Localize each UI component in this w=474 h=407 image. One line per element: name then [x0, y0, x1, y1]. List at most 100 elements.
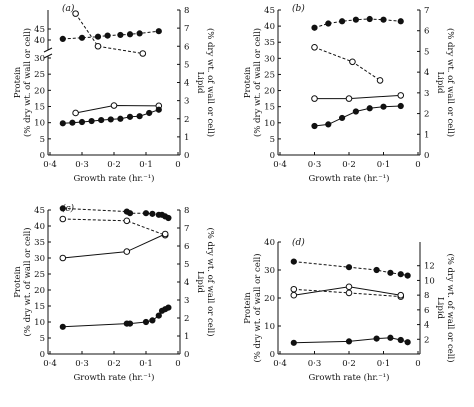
left-tick-label: 40 [264, 238, 275, 248]
right-tick-label: 4 [184, 278, 189, 288]
left-tick-label: 10 [34, 119, 45, 129]
right-tick-label: 10 [424, 276, 435, 286]
series-4-point [311, 122, 318, 130]
series-4-point [78, 118, 86, 126]
left-tick-label: 5 [40, 135, 45, 145]
left-tick-label: 20 [34, 286, 45, 296]
right-tick-label: 6 [184, 42, 189, 52]
right-tick-label: 7 [184, 24, 189, 34]
x-tick-label: 0·4 [43, 359, 57, 369]
x-tick-label: 0·2 [107, 160, 121, 170]
x-tick-label: 0·2 [342, 359, 356, 369]
right-axis-label-line2: (% dry wt. of wall or cell) [205, 28, 216, 137]
left-axis-label-line1: Protein [13, 66, 23, 98]
right-tick-label: 5 [424, 47, 429, 57]
right-tick-label: 7 [424, 6, 429, 16]
x-tick-label: 0·3 [308, 160, 322, 170]
right-tick-label: 3 [424, 89, 429, 99]
series-4-point [290, 339, 297, 346]
x-tick-label: 0·2 [107, 359, 121, 369]
right-tick-label: 8 [424, 291, 429, 301]
right-tick-label: 0 [184, 151, 189, 161]
series-4-point [146, 109, 153, 117]
series-2-point [72, 10, 79, 17]
series-1-point [352, 16, 359, 23]
right-tick-label: 0 [184, 350, 189, 360]
right-tick-label: 8 [184, 6, 189, 16]
left-tick-label: 15 [34, 302, 45, 312]
x-axis-label: Growth rate (hr.⁻¹) [309, 372, 390, 383]
left-axis-label-line1: Protein [13, 266, 23, 298]
right-tick-label: 4 [184, 79, 189, 89]
series-2-point [123, 217, 131, 225]
series-2-point [290, 285, 298, 293]
left-tick-label: 0 [270, 350, 275, 360]
series-2-point [59, 215, 67, 223]
right-tick-label: 2 [184, 115, 189, 125]
left-tick-label: 30 [264, 54, 275, 64]
left-tick-label: 5 [270, 135, 275, 145]
series-4-point [345, 338, 353, 345]
panel-d: 0 10 20 30 40 2 4 6 8 10 12 0·4 0·3 0·2 0·1 0 Growth rat… [243, 237, 456, 383]
series-3-point [290, 291, 298, 299]
right-axis-label-line1: Lipid [195, 72, 205, 95]
right-tick-label: 0 [424, 151, 429, 161]
series-1-point [94, 33, 102, 40]
x-tick-label: 0·3 [75, 160, 89, 170]
series-2-point [345, 289, 353, 297]
series-1-point [311, 24, 318, 31]
left-tick-label: 40 [264, 22, 275, 32]
left-tick-label: 35 [34, 238, 45, 248]
series-1-point [126, 210, 134, 217]
series-1-point [126, 31, 134, 38]
series-3-point [123, 248, 131, 255]
series-4-point [69, 119, 76, 126]
axis-break-mark [43, 47, 53, 59]
series-1-point [142, 210, 150, 217]
series-line-4 [62, 307, 169, 328]
x-tick-label: 0 [175, 359, 180, 369]
right-tick-label: 1 [184, 332, 189, 342]
x-axis-label: Growth rate (hr.⁻¹) [309, 173, 390, 184]
right-tick-label: 2 [424, 110, 429, 120]
right-axis-label-line1: Lipid [195, 271, 205, 294]
series-3-point [345, 283, 353, 291]
series-3-point [161, 230, 169, 238]
x-tick-label: 0 [415, 359, 420, 369]
left-tick-label: 20 [264, 294, 275, 304]
series-4-point [404, 339, 411, 346]
series-1-point [366, 15, 373, 23]
series-line-2 [314, 46, 381, 81]
series-4-point [126, 320, 134, 327]
series-2-point [139, 50, 147, 57]
left-tick-label: 25 [264, 70, 275, 80]
series-1-point [325, 20, 332, 27]
series-1-point [387, 269, 394, 276]
left-tick-label: 30 [34, 54, 45, 64]
panel-label: (a) [62, 3, 75, 14]
x-tick-label: 0·3 [308, 359, 322, 369]
left-axis-label-line2: (% dry wt. of wall or cell) [22, 28, 33, 137]
series-4-point [149, 317, 156, 324]
left-tick-label: 45 [34, 206, 45, 216]
x-tick-label: 0·4 [43, 160, 57, 170]
right-tick-label: 2 [184, 314, 189, 324]
right-axis-label-line2: (% dry wt. of wall or cell) [205, 227, 216, 336]
left-tick-label: 15 [264, 103, 275, 113]
left-tick-label: 10 [34, 318, 45, 328]
series-4-point [107, 116, 114, 123]
right-tick-label: 4 [424, 321, 429, 331]
series-1-point [404, 272, 411, 279]
x-tick-label: 0·4 [273, 359, 287, 369]
left-tick-label: 0 [40, 151, 45, 161]
series-4-point [142, 318, 150, 326]
series-line-2 [62, 218, 166, 236]
left-tick-label: 10 [264, 322, 275, 332]
series-4-point [117, 115, 124, 122]
series-line-3 [62, 233, 166, 259]
series-4-point [339, 114, 346, 122]
x-tick-label: 0·2 [342, 160, 356, 170]
